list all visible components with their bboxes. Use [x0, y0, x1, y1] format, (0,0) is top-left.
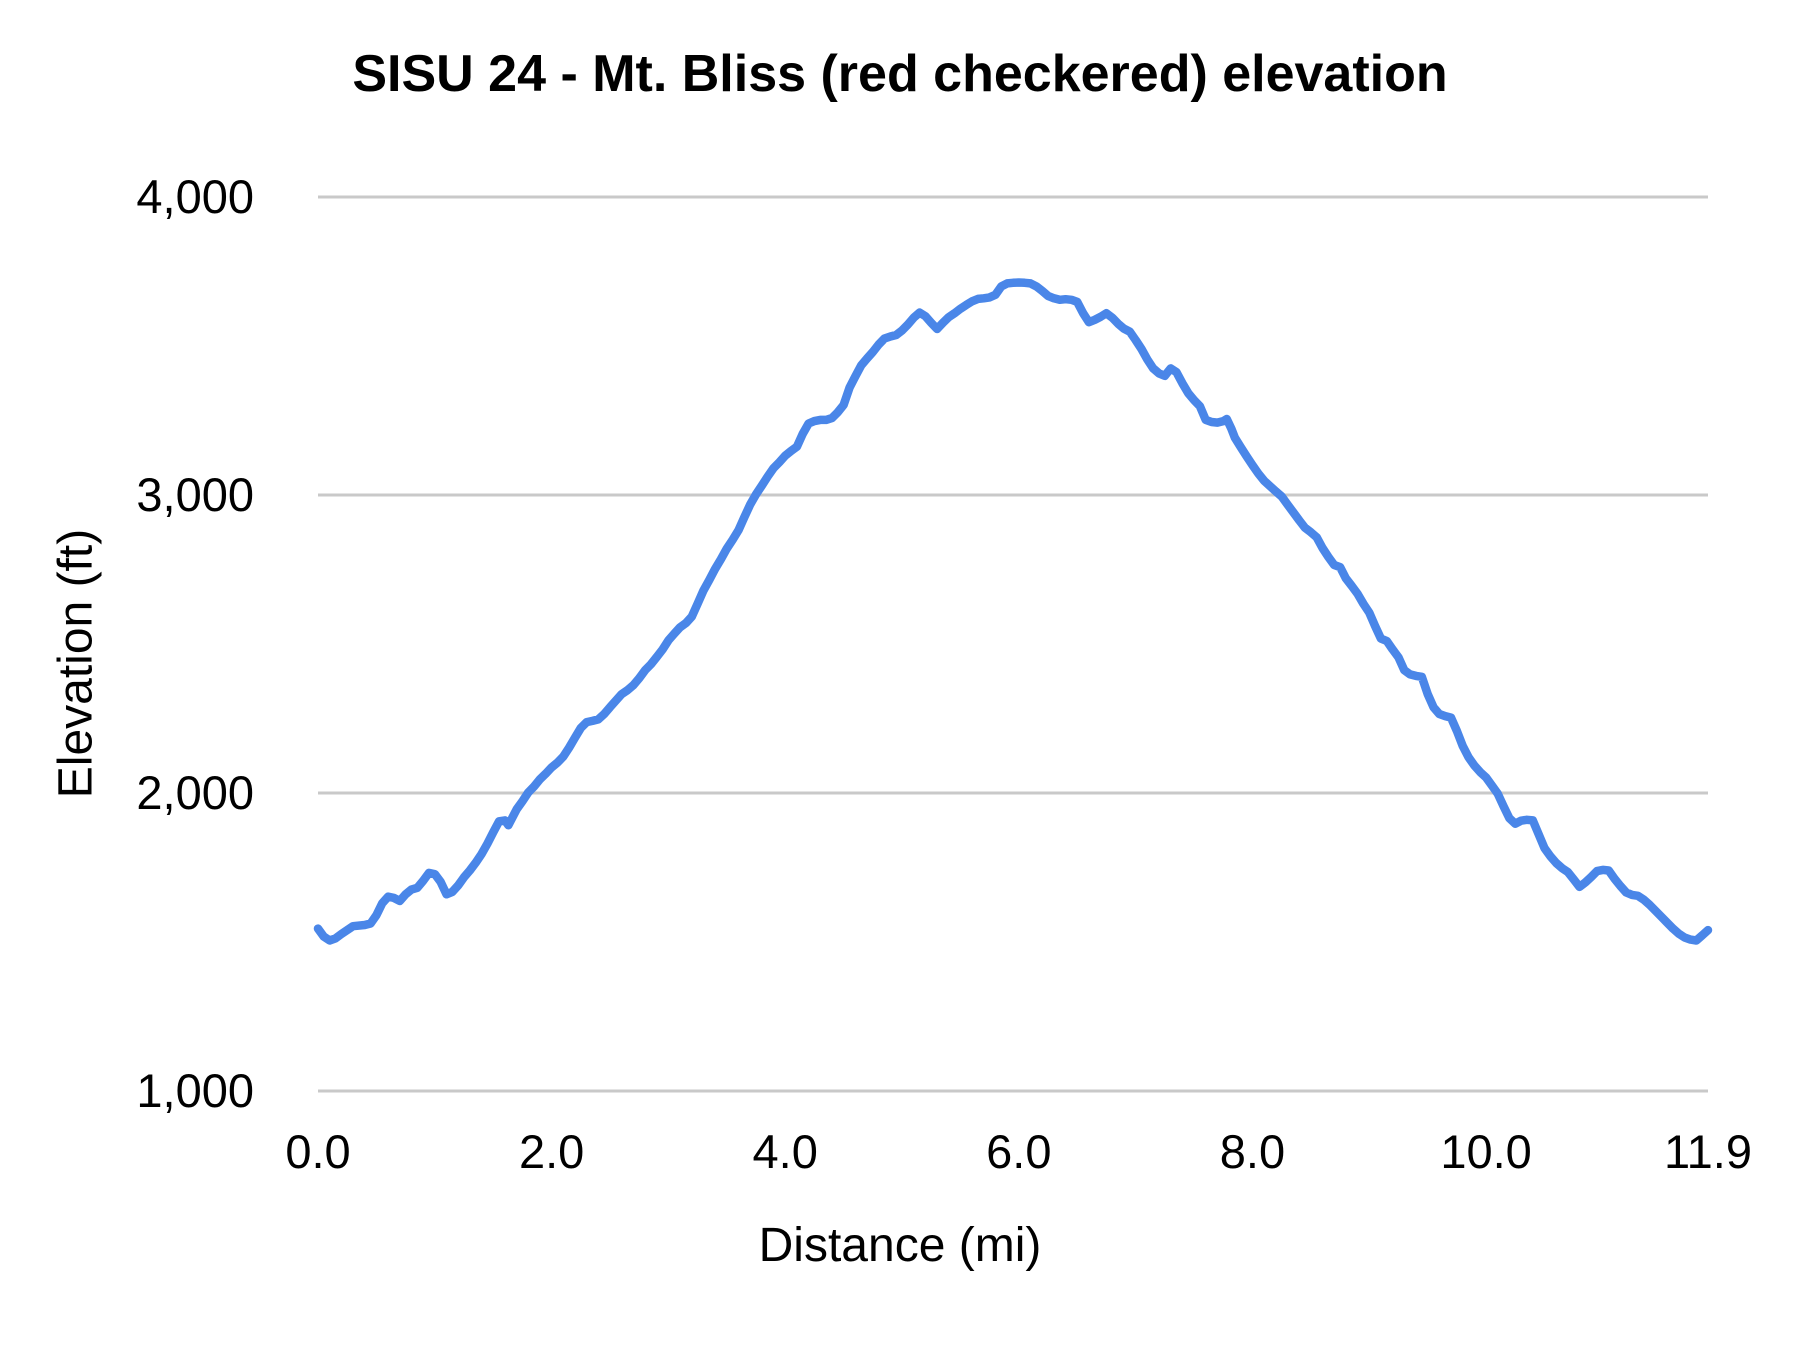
elevation-line [313, 278, 1713, 945]
x-tick-label: 6.0 [986, 1125, 1051, 1178]
y-tick-label: 2,000 [136, 766, 254, 819]
x-tick-label: 11.9 [1664, 1125, 1752, 1178]
y-axis-title: Elevation (ft) [49, 528, 103, 799]
y-tick-label: 4,000 [136, 170, 254, 223]
x-tick-label: 10.0 [1440, 1125, 1531, 1178]
x-tick-label: 0.0 [285, 1125, 350, 1178]
y-tick-label: 3,000 [136, 468, 254, 521]
chart-title: SISU 24 - Mt. Bliss (red checkered) elev… [352, 45, 1448, 103]
x-tick-label: 8.0 [1220, 1125, 1285, 1178]
x-tick-label: 4.0 [753, 1125, 818, 1178]
x-axis-title: Distance (mi) [758, 1219, 1042, 1272]
x-tick-label: 2.0 [519, 1125, 584, 1178]
y-tick-label: 1,000 [136, 1064, 254, 1117]
